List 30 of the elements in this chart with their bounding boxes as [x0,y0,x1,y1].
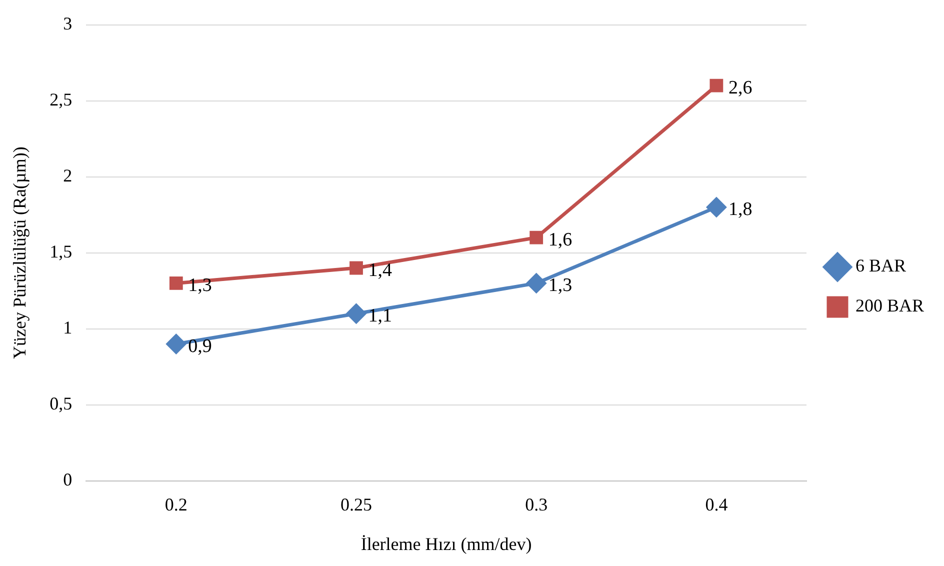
data-label: 2,6 [728,78,752,99]
point [530,230,544,244]
data-label: 1,8 [728,199,752,220]
x-tick-label: 0.3 [525,494,548,514]
legend-label: 200 BAR [855,296,924,316]
point [350,261,363,275]
point [706,197,726,217]
data-label: 1,4 [368,260,392,281]
x-tick-label: 0.2 [164,494,188,514]
data-label: 0,9 [188,336,212,357]
y-tick-label: 1,5 [50,242,72,262]
y-tick-label: 1 [63,318,72,338]
point [169,276,183,290]
legend-label: 6 BAR [855,256,906,276]
x-axis-title: İlerleme Hızı (mm/dev) [360,534,532,554]
point [710,78,724,92]
x-tick-label: 0.25 [340,494,372,514]
data-label: 1,1 [368,306,392,327]
x-tick-label: 0.4 [705,494,728,514]
point [346,304,366,324]
data-label: 1,6 [548,230,572,251]
y-axis-title: Yüzey Pürüzlülüğü (Ra(µm)) [10,146,30,359]
point [526,273,546,293]
y-tick-label: 0,5 [50,394,72,414]
data-label: 1,3 [548,275,572,296]
point [166,334,186,354]
y-tick-label: 3 [63,14,72,34]
y-tick-label: 2 [63,166,72,186]
y-tick-label: 2,5 [50,90,72,110]
y-tick-label: 0 [63,470,72,490]
